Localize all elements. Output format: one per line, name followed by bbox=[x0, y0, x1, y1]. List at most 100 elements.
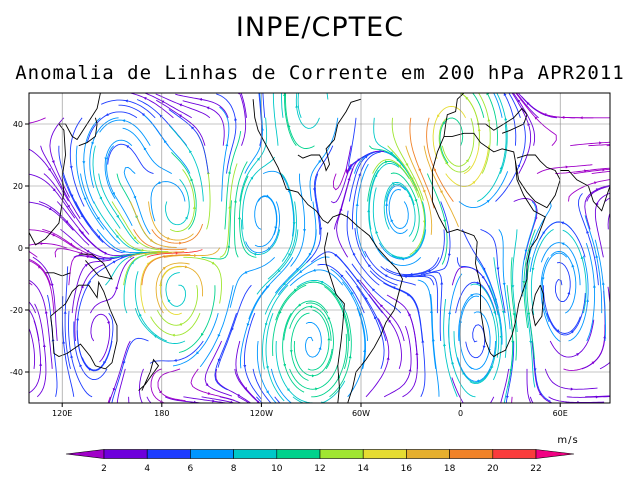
streamline bbox=[140, 254, 174, 314]
streamline-arrow bbox=[472, 180, 476, 184]
streamline-arrow bbox=[318, 160, 322, 164]
streamline bbox=[385, 257, 440, 276]
streamline bbox=[296, 279, 347, 314]
streamline bbox=[219, 396, 243, 403]
streamlines bbox=[0, 75, 617, 432]
streamline bbox=[229, 256, 276, 308]
streamline-arrow bbox=[418, 168, 421, 172]
streamline bbox=[262, 284, 289, 370]
streamline bbox=[441, 118, 475, 167]
streamline-arrow bbox=[468, 410, 471, 413]
streamline bbox=[609, 173, 610, 174]
streamline-arrow bbox=[593, 181, 598, 185]
streamline bbox=[248, 257, 294, 320]
streamline bbox=[43, 173, 90, 235]
streamline bbox=[498, 229, 511, 330]
colorbar-label: 22 bbox=[530, 464, 541, 474]
streamline-arrow bbox=[486, 93, 490, 96]
streamline-arrow bbox=[482, 345, 486, 349]
streamline bbox=[386, 294, 418, 369]
streamline-arrow bbox=[602, 168, 606, 172]
streamline-arrow bbox=[301, 415, 304, 418]
streamline bbox=[0, 283, 14, 285]
streamline-arrow bbox=[388, 319, 392, 323]
streamline bbox=[508, 93, 521, 118]
streamline bbox=[98, 173, 139, 245]
colorbar-end-left bbox=[65, 449, 105, 459]
streamline bbox=[0, 118, 27, 119]
streamline-arrow bbox=[565, 165, 569, 169]
streamline-arrow bbox=[522, 281, 526, 284]
streamline bbox=[585, 395, 610, 398]
streamline-arrow bbox=[42, 344, 46, 348]
streamline-arrow bbox=[311, 374, 315, 378]
streamline-arrow bbox=[481, 275, 485, 280]
streamline bbox=[506, 285, 514, 388]
streamline-arrow bbox=[440, 281, 444, 285]
streamline-arrow bbox=[175, 251, 179, 255]
streamline-arrow bbox=[614, 184, 617, 187]
streamline-arrow bbox=[527, 312, 531, 316]
streamline bbox=[287, 201, 317, 279]
streamline bbox=[442, 93, 480, 146]
streamline bbox=[215, 368, 252, 403]
colorbar-label: 20 bbox=[487, 464, 499, 474]
streamline bbox=[78, 229, 132, 257]
streamline-arrow bbox=[481, 75, 484, 78]
streamline-arrow bbox=[228, 205, 232, 209]
streamline bbox=[281, 93, 284, 118]
streamline bbox=[443, 298, 458, 397]
streamline bbox=[330, 151, 376, 204]
streamline-arrow bbox=[231, 327, 234, 331]
streamline-arrow bbox=[217, 358, 221, 362]
streamline bbox=[272, 284, 307, 357]
streamline bbox=[254, 195, 277, 248]
streamline-arrow bbox=[84, 263, 88, 267]
streamline bbox=[280, 173, 295, 262]
streamline bbox=[224, 131, 242, 230]
streamline-arrow bbox=[403, 275, 407, 279]
streamline bbox=[29, 258, 52, 286]
colorbar-label: 2 bbox=[101, 464, 107, 474]
streamline-arrow bbox=[178, 103, 183, 107]
streamline bbox=[472, 93, 485, 118]
streamline bbox=[417, 279, 437, 369]
streamline-arrow bbox=[529, 429, 532, 432]
streamline bbox=[549, 319, 595, 358]
colorbar-label: 16 bbox=[401, 464, 413, 474]
streamline bbox=[372, 159, 420, 198]
streamline-arrow bbox=[517, 99, 521, 103]
streamline bbox=[438, 117, 471, 173]
streamline-arrow bbox=[531, 267, 535, 271]
streamline bbox=[368, 294, 402, 370]
streamline-arrow bbox=[379, 304, 383, 308]
streamline bbox=[104, 139, 133, 200]
streamline-arrow bbox=[199, 97, 203, 102]
streamline bbox=[156, 285, 199, 326]
streamline-arrow bbox=[476, 379, 480, 383]
colorbar-label: 4 bbox=[144, 464, 150, 474]
streamline bbox=[313, 145, 334, 235]
streamline-arrow bbox=[194, 254, 197, 258]
streamline bbox=[143, 114, 191, 174]
streamline-arrow bbox=[48, 207, 53, 211]
streamline-arrow bbox=[312, 188, 317, 192]
streamline-arrow bbox=[107, 321, 110, 325]
streamline-arrow bbox=[504, 117, 508, 121]
streamline bbox=[175, 93, 229, 118]
streamline-arrow bbox=[282, 418, 285, 421]
streamline-arrow bbox=[139, 313, 142, 317]
lon-tick-label: 60W bbox=[352, 409, 370, 418]
streamline bbox=[151, 223, 204, 244]
streamline-arrow bbox=[70, 194, 74, 198]
streamline bbox=[267, 201, 297, 280]
streamline-arrow bbox=[408, 368, 412, 372]
streamline bbox=[233, 161, 248, 258]
streamline-arrow bbox=[178, 322, 183, 326]
streamline-arrow bbox=[595, 254, 599, 258]
streamline bbox=[458, 293, 494, 342]
streamline-arrow bbox=[309, 305, 313, 309]
streamline bbox=[168, 109, 209, 174]
streamline-arrow bbox=[576, 353, 580, 356]
streamline-arrow bbox=[511, 285, 515, 289]
